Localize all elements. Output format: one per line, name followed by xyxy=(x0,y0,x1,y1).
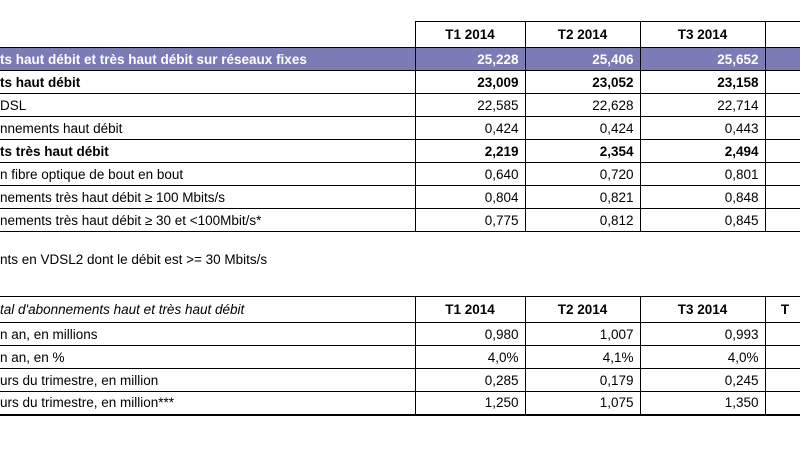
value-cell: 0,424 xyxy=(524,116,641,140)
empty-cell xyxy=(764,139,800,163)
empty-cell xyxy=(764,345,800,369)
table-row: nements très haut débit ≥ 100 Mbits/s 0,8… xyxy=(0,185,800,209)
column-header: T2 2014 xyxy=(524,296,641,323)
value-cell: 25,228 xyxy=(414,47,526,71)
value-cell: 0,993 xyxy=(639,322,766,346)
row-label: nnements haut débit xyxy=(0,116,416,140)
row-label: n fibre optique de bout en bout xyxy=(0,162,416,186)
value-cell: 23,052 xyxy=(524,70,641,94)
row-label: ts haut débit xyxy=(0,70,416,94)
row-label: nements très haut débit ≥ 30 et <100Mbit… xyxy=(0,208,416,232)
column-header: T1 2014 xyxy=(414,21,526,48)
value-cell: 4,0% xyxy=(639,345,766,369)
empty-cell xyxy=(764,116,800,140)
table-row: DSL 22,585 22,628 22,714 xyxy=(0,93,800,117)
value-cell: 1,007 xyxy=(524,322,641,346)
table-row: nnements haut débit 0,424 0,424 0,443 xyxy=(0,116,800,140)
value-cell: 0,424 xyxy=(414,116,526,140)
value-cell: 4,1% xyxy=(524,345,641,369)
empty-cell xyxy=(764,185,800,209)
empty-cell xyxy=(764,322,800,346)
value-cell: 22,628 xyxy=(524,93,641,117)
value-cell: 4,0% xyxy=(414,345,526,369)
row-label: ts haut débit et très haut débit sur rés… xyxy=(0,47,416,71)
value-cell: 0,285 xyxy=(414,368,526,392)
value-cell: 0,179 xyxy=(524,368,641,392)
value-cell: 0,245 xyxy=(639,368,766,392)
column-header-empty xyxy=(764,21,800,48)
value-cell: 25,652 xyxy=(639,47,766,71)
empty-cell xyxy=(764,93,800,117)
row-label: DSL xyxy=(0,93,416,117)
table-subscriptions: T1 2014 T2 2014 T3 2014 ts haut débit et tr… xyxy=(0,21,800,232)
value-cell: 0,980 xyxy=(414,322,526,346)
column-header: T1 2014 xyxy=(414,296,526,323)
column-header: T2 2014 xyxy=(524,21,641,48)
table-row: n an, en % 4,0% 4,1% 4,0% xyxy=(0,345,800,369)
value-cell: 1,350 xyxy=(639,391,766,416)
value-cell: 0,801 xyxy=(639,162,766,186)
header-row: tal d'abonnements haut et très haut débi… xyxy=(0,296,800,323)
empty-cell xyxy=(764,368,800,392)
header-blank xyxy=(0,21,416,48)
table-row: n an, en millions 0,980 1,007 0,993 xyxy=(0,322,800,346)
table-row: urs du trimestre, en million*** 1,250 1,07… xyxy=(0,391,800,416)
value-cell: 22,585 xyxy=(414,93,526,117)
row-label: nements très haut débit ≥ 100 Mbits/s xyxy=(0,185,416,209)
empty-cell xyxy=(764,70,800,94)
row-label: urs du trimestre, en million*** xyxy=(0,391,416,416)
empty-cell xyxy=(764,47,800,71)
row-label: n an, en millions xyxy=(0,322,416,346)
table-row: ts haut débit et très haut débit sur rés… xyxy=(0,47,800,71)
value-cell: 1,075 xyxy=(524,391,641,416)
value-cell: 0,804 xyxy=(414,185,526,209)
header-row: T1 2014 T2 2014 T3 2014 xyxy=(0,21,800,48)
table-row: urs du trimestre, en million 0,285 0,179 0,… xyxy=(0,368,800,392)
value-cell: 25,406 xyxy=(524,47,641,71)
value-cell: 0,775 xyxy=(414,208,526,232)
column-header: T xyxy=(764,296,800,323)
value-cell: 23,158 xyxy=(639,70,766,94)
column-header: T3 2014 xyxy=(639,21,766,48)
value-cell: 2,354 xyxy=(524,139,641,163)
table-growth: tal d'abonnements haut et très haut débi… xyxy=(0,296,800,416)
value-cell: 22,714 xyxy=(639,93,766,117)
value-cell: 0,821 xyxy=(524,185,641,209)
row-label: urs du trimestre, en million xyxy=(0,368,416,392)
table-row: n fibre optique de bout en bout 0,640 0,72… xyxy=(0,162,800,186)
value-cell: 0,812 xyxy=(524,208,641,232)
value-cell: 1,250 xyxy=(414,391,526,416)
table-row: ts haut débit 23,009 23,052 23,158 xyxy=(0,70,800,94)
value-cell: 2,219 xyxy=(414,139,526,163)
value-cell: 2,494 xyxy=(639,139,766,163)
empty-cell xyxy=(764,391,800,416)
value-cell: 0,640 xyxy=(414,162,526,186)
value-cell: 0,848 xyxy=(639,185,766,209)
row-label: n an, en % xyxy=(0,345,416,369)
table-title: tal d'abonnements haut et très haut débi… xyxy=(0,296,416,323)
value-cell: 0,443 xyxy=(639,116,766,140)
footnote: nts en VDSL2 dont le débit est >= 30 Mbi… xyxy=(0,252,268,267)
empty-cell xyxy=(764,208,800,232)
column-header: T3 2014 xyxy=(639,296,766,323)
table-row: nements très haut débit ≥ 30 et <100Mbit… xyxy=(0,208,800,232)
empty-cell xyxy=(764,162,800,186)
value-cell: 0,720 xyxy=(524,162,641,186)
table-row: ts très haut débit 2,219 2,354 2,494 xyxy=(0,139,800,163)
value-cell: 0,845 xyxy=(639,208,766,232)
row-label: ts très haut débit xyxy=(0,139,416,163)
value-cell: 23,009 xyxy=(414,70,526,94)
